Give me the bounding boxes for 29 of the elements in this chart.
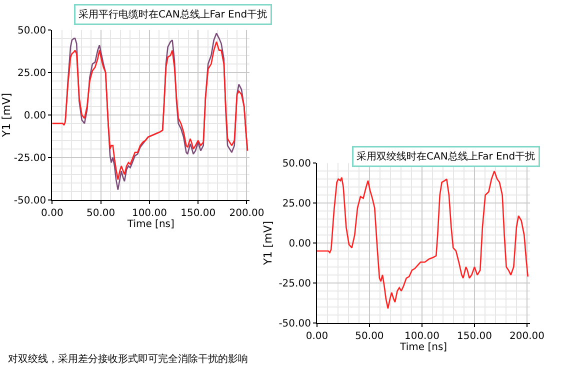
y-tick-label: -25.00 — [278, 278, 311, 290]
y-tick-label: 0.00 — [24, 110, 46, 122]
chart-title: 采用平行电缆时在CAN总线上Far End干扰 — [78, 8, 268, 20]
y-axis-title: Y1 [mV] — [0, 92, 13, 138]
y-tick-label: 25.00 — [282, 198, 311, 210]
line-series — [52, 41, 248, 180]
y-tick-label: -50.00 — [14, 196, 46, 206]
x-tick-label: 200.00 — [229, 208, 264, 219]
x-tick-label: 200.00 — [509, 330, 544, 342]
y-tick-label: 25.00 — [18, 68, 46, 79]
x-tick-label: 50.00 — [355, 330, 384, 342]
x-tick-label: 50.00 — [86, 208, 116, 219]
x-tick-label: 150.00 — [456, 330, 492, 342]
x-tick-label: 0.00 — [306, 330, 328, 342]
text: 对双绞线，采用差分接收形式即可完全消除干扰的影响 — [8, 353, 248, 365]
x-axis-title: Time [ns] — [126, 219, 174, 230]
x-tick-label: 150.00 — [180, 208, 216, 219]
y-axis-title: Y1 [mV] — [261, 220, 274, 266]
y-tick-label: 50.00 — [18, 25, 46, 36]
line-series — [316, 170, 528, 310]
y-tick-label: -25.00 — [14, 152, 46, 164]
x-tick-label: 100.00 — [132, 208, 167, 219]
x-tick-label: 0.00 — [41, 208, 64, 219]
x-axis-title: Time [ns] — [399, 342, 448, 353]
chart-title: 采用双绞线时在CAN总线上Far End干扰 — [356, 150, 536, 162]
y-tick-label: 0.00 — [288, 238, 311, 250]
x-tick-label: 100.00 — [404, 330, 440, 342]
y-tick-label: 50.00 — [282, 158, 311, 170]
y-tick-label: -50.00 — [278, 318, 311, 330]
